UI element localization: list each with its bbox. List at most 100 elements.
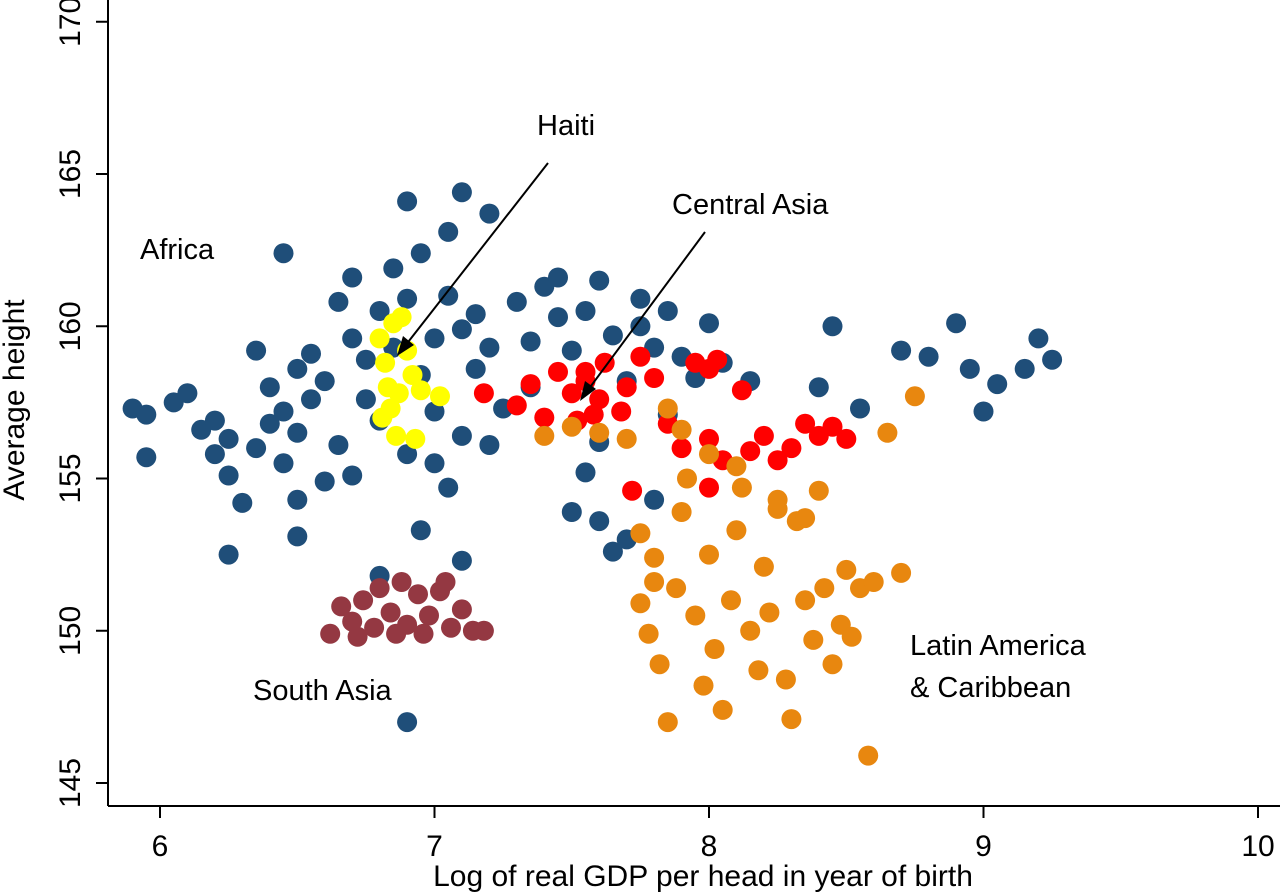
data-point — [451, 182, 472, 203]
data-point — [405, 428, 426, 449]
data-point — [863, 572, 884, 592]
data-point — [465, 358, 486, 379]
data-point — [740, 620, 761, 641]
data-point — [391, 572, 412, 592]
data-point — [218, 544, 239, 565]
series-latin-america-caribbean — [534, 386, 925, 766]
data-point — [383, 258, 404, 279]
data-point — [287, 526, 308, 547]
data-point — [451, 319, 472, 340]
data-point — [808, 480, 829, 501]
y-axis-title: Average height — [0, 299, 31, 501]
data-point — [891, 562, 912, 583]
data-point — [465, 304, 486, 325]
data-point — [918, 346, 939, 367]
data-point — [594, 352, 615, 373]
data-point — [630, 593, 651, 614]
data-point — [342, 465, 363, 486]
data-point — [644, 368, 665, 388]
data-point — [721, 590, 741, 611]
data-point — [1042, 349, 1063, 370]
data-point — [204, 410, 225, 431]
data-point — [973, 401, 994, 422]
data-point — [353, 590, 374, 611]
data-point — [726, 456, 747, 477]
data-point — [451, 599, 472, 620]
data-point — [795, 413, 816, 434]
data-point — [441, 617, 461, 638]
data-point — [775, 669, 796, 690]
annotation-caribbean: & Caribbean — [910, 672, 1071, 704]
data-point — [616, 428, 637, 449]
data-point — [342, 611, 363, 632]
data-point — [731, 380, 752, 401]
data-point — [314, 471, 335, 492]
x-tick-label: 8 — [701, 830, 718, 863]
data-point — [218, 465, 239, 486]
data-point — [858, 745, 879, 766]
data-point — [589, 270, 610, 291]
points-layer — [122, 182, 1063, 766]
annotation-central-asia: Central Asia — [672, 189, 829, 221]
data-point — [795, 590, 816, 611]
data-point — [347, 626, 368, 647]
data-point — [704, 639, 725, 659]
series-africa — [122, 182, 1063, 733]
data-point — [712, 699, 733, 720]
data-point — [301, 343, 321, 364]
data-point — [204, 444, 225, 465]
data-point — [548, 267, 568, 288]
data-point — [424, 453, 445, 474]
data-point — [375, 352, 396, 373]
data-point — [699, 313, 719, 334]
data-point — [748, 660, 769, 681]
data-point — [287, 489, 308, 510]
data-point — [273, 243, 294, 264]
data-point — [699, 444, 719, 465]
data-point — [781, 438, 802, 459]
data-point — [273, 401, 294, 422]
data-point — [671, 438, 692, 459]
data-point — [657, 712, 678, 733]
data-point — [430, 386, 450, 407]
x-tick-label: 6 — [152, 830, 169, 863]
y-tick-label: 160 — [54, 301, 87, 351]
data-point — [479, 337, 500, 358]
data-point — [671, 502, 692, 522]
data-point — [781, 709, 802, 730]
data-point — [589, 389, 610, 410]
data-point — [561, 383, 582, 404]
y-tick-label: 165 — [54, 149, 87, 199]
data-point — [814, 578, 835, 599]
data-point — [726, 520, 747, 541]
data-point — [328, 435, 349, 455]
data-point — [657, 301, 678, 321]
data-point — [136, 447, 157, 468]
data-point — [987, 374, 1008, 395]
data-point — [520, 374, 541, 395]
data-point — [583, 404, 604, 425]
data-point — [822, 316, 843, 337]
data-point — [904, 386, 925, 407]
data-point — [397, 712, 418, 733]
data-point — [320, 623, 341, 644]
data-point — [561, 502, 582, 522]
data-point — [767, 450, 788, 471]
data-point — [589, 511, 610, 532]
data-point — [548, 307, 568, 328]
data-point — [1028, 328, 1049, 349]
data-point — [822, 654, 843, 675]
data-point — [438, 477, 459, 498]
data-point — [506, 291, 527, 312]
data-point — [657, 398, 678, 419]
data-point — [473, 383, 494, 404]
data-point — [803, 629, 824, 650]
data-point — [795, 508, 816, 529]
data-point — [822, 416, 843, 437]
y-tick-label: 155 — [54, 453, 87, 503]
data-point — [397, 444, 418, 465]
data-point — [246, 340, 267, 361]
data-point — [369, 328, 390, 349]
data-point — [534, 425, 555, 446]
data-point — [644, 547, 665, 568]
